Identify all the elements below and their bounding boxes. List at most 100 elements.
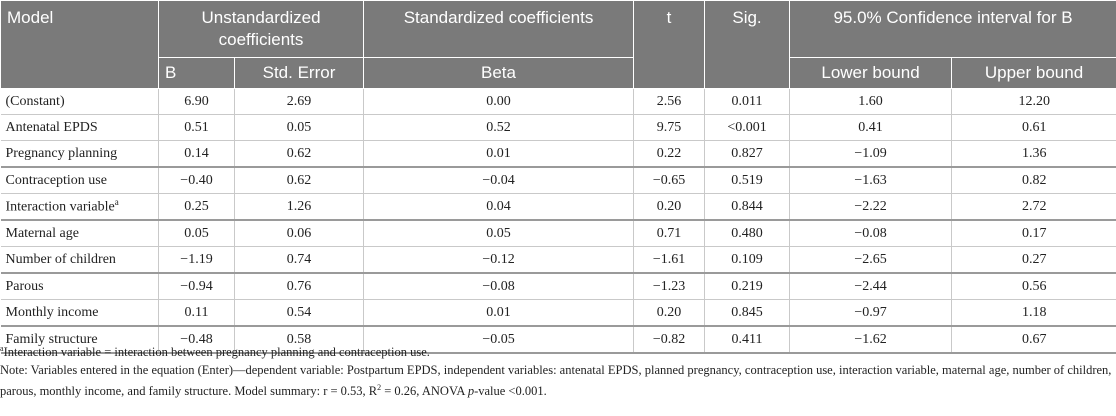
cell-lower-bound: −1.63 <box>789 166 952 194</box>
cell-beta: 0.05 <box>363 219 634 247</box>
cell-t: −1.23 <box>633 272 705 300</box>
table-footnotes: aInteraction variable = interaction betw… <box>0 340 1112 400</box>
cell-sig: 0.827 <box>704 140 790 168</box>
table-row: Interaction variablea 0.25 1.26 0.04 0.2… <box>0 193 1116 221</box>
cell-t: −0.82 <box>633 325 705 354</box>
cell-sig: <0.001 <box>704 114 790 141</box>
row-label: Number of children <box>0 246 159 274</box>
cell-b: −1.19 <box>158 246 235 274</box>
cell-b: −0.48 <box>158 325 235 354</box>
header-lower-bound: Lower bound <box>789 57 953 89</box>
cell-upper-bound: 0.61 <box>951 114 1116 141</box>
table-row: Monthly income 0.11 0.54 0.01 0.20 0.845… <box>0 299 1116 327</box>
header-std-error: Std. Error <box>233 57 365 89</box>
p-italic: p <box>467 384 475 399</box>
regression-table: Model Unstandardized coefficients Standa… <box>0 0 1116 354</box>
row-label: Monthly income <box>0 299 159 327</box>
header-unstandardized-coefficients: Unstandardized coefficients <box>157 0 365 58</box>
row-label: Interaction variablea <box>0 193 159 221</box>
cell-sig: 0.219 <box>704 272 790 300</box>
cell-b: 0.14 <box>158 140 235 168</box>
cell-beta: 0.04 <box>363 193 634 221</box>
table-note-text-2: = 0.26, ANOVA <box>381 384 468 399</box>
cell-std-error: 0.05 <box>233 114 364 141</box>
cell-upper-bound: 12.20 <box>951 88 1116 115</box>
cell-lower-bound: −1.62 <box>789 325 952 354</box>
cell-beta: −0.08 <box>363 272 634 300</box>
footnote-a: aInteraction variable = interaction betw… <box>0 340 1112 361</box>
header-sig: Sig. <box>704 0 791 89</box>
row-label: Family structure <box>0 325 159 354</box>
table-row: Pregnancy planning 0.14 0.62 0.01 0.22 0… <box>0 140 1116 168</box>
cell-upper-bound: 0.17 <box>951 219 1116 247</box>
cell-sig: 0.845 <box>704 299 790 327</box>
cell-upper-bound: 0.27 <box>951 246 1116 274</box>
cell-std-error: 0.74 <box>233 246 364 274</box>
cell-b: −0.40 <box>158 166 235 194</box>
cell-lower-bound: −2.22 <box>789 193 952 221</box>
row-label: Antenatal EPDS <box>0 114 159 141</box>
cell-t: −0.65 <box>633 166 705 194</box>
cell-beta: −0.05 <box>363 325 634 354</box>
r-squared-superscript: 2 <box>377 383 382 393</box>
row-label: (Constant) <box>0 88 159 115</box>
cell-t: 0.20 <box>633 299 705 327</box>
cell-sig: 0.844 <box>704 193 790 221</box>
row-label: Pregnancy planning <box>0 140 159 168</box>
cell-sig: 0.480 <box>704 219 790 247</box>
row-label: Contraception use <box>0 166 159 194</box>
table-row: Antenatal EPDS 0.51 0.05 0.52 9.75 <0.00… <box>0 114 1116 141</box>
cell-sig: 0.109 <box>704 246 790 274</box>
table-row: Number of children −1.19 0.74 −0.12 −1.6… <box>0 246 1116 274</box>
cell-lower-bound: −0.08 <box>789 219 952 247</box>
cell-b: 0.51 <box>158 114 235 141</box>
cell-t: 9.75 <box>633 114 705 141</box>
cell-t: 0.22 <box>633 140 705 168</box>
cell-b: −0.94 <box>158 272 235 300</box>
cell-upper-bound: 1.18 <box>951 299 1116 327</box>
cell-b: 0.11 <box>158 299 235 327</box>
table-row: Contraception use −0.40 0.62 −0.04 −0.65… <box>0 166 1116 194</box>
cell-lower-bound: 0.41 <box>789 114 952 141</box>
header-t: t <box>633 0 706 89</box>
cell-beta: −0.04 <box>363 166 634 194</box>
table-note-text-3: -value <0.001. <box>474 384 547 399</box>
cell-beta: 0.00 <box>363 88 634 115</box>
cell-upper-bound: 0.82 <box>951 166 1116 194</box>
header-model: Model <box>0 0 159 89</box>
cell-lower-bound: −2.44 <box>789 272 952 300</box>
cell-std-error: 0.58 <box>233 325 364 354</box>
cell-lower-bound: −1.09 <box>789 140 952 168</box>
footnote-a-text: Interaction variable = interaction betwe… <box>3 345 430 360</box>
cell-upper-bound: 2.72 <box>951 193 1116 221</box>
row-label: Parous <box>0 272 159 300</box>
cell-b: 0.05 <box>158 219 235 247</box>
header-confidence-interval: 95.0% Confidence interval for B <box>789 0 1116 58</box>
table-note-text: Note: Variables entered in the equation … <box>0 363 1112 399</box>
footnote-a-marker: a <box>0 344 4 353</box>
table-row: Parous −0.94 0.76 −0.08 −1.23 0.219 −2.4… <box>0 272 1116 300</box>
header-beta: Beta <box>363 57 635 89</box>
cell-b: 0.25 <box>158 193 235 221</box>
cell-t: 2.56 <box>633 88 705 115</box>
cell-beta: 0.01 <box>363 140 634 168</box>
cell-std-error: 0.62 <box>233 166 364 194</box>
cell-lower-bound: 1.60 <box>789 88 952 115</box>
cell-lower-bound: −0.97 <box>789 299 952 327</box>
table-note: Note: Variables entered in the equation … <box>0 361 1112 400</box>
cell-b: 6.90 <box>158 88 235 115</box>
table-row: (Constant) 6.90 2.69 0.00 2.56 0.011 1.6… <box>0 88 1116 115</box>
cell-beta: 0.52 <box>363 114 634 141</box>
row-label: Maternal age <box>0 219 159 247</box>
cell-sig: 0.011 <box>704 88 790 115</box>
cell-upper-bound: 0.67 <box>951 325 1116 354</box>
cell-t: 0.71 <box>633 219 705 247</box>
footnote-marker: a <box>114 197 119 208</box>
table-row: Maternal age 0.05 0.06 0.05 0.71 0.480 −… <box>0 219 1116 247</box>
header-b: B <box>158 57 235 89</box>
cell-upper-bound: 0.56 <box>951 272 1116 300</box>
cell-sig: 0.411 <box>704 325 790 354</box>
cell-upper-bound: 1.36 <box>951 140 1116 168</box>
cell-t: −1.61 <box>633 246 705 274</box>
cell-std-error: 2.69 <box>233 88 364 115</box>
